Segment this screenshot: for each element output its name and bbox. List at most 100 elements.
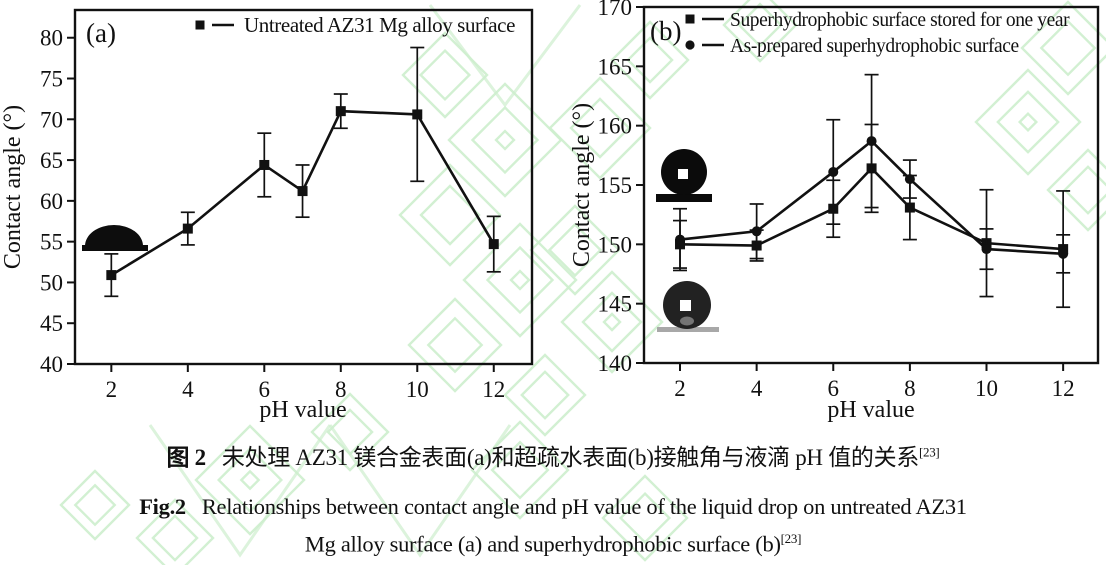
watermark-diamond: [529, 204, 621, 296]
data-point-circle: [675, 234, 686, 245]
superhydrophobic-drop-photo-as-prepared: [657, 281, 719, 332]
legend-square-marker-icon: [195, 20, 205, 30]
data-point-circle: [981, 244, 992, 255]
data-point-square: [182, 223, 193, 234]
watermark-diamond: [407, 297, 503, 393]
data-point-square: [297, 186, 308, 197]
legend-circle-marker-icon: [685, 40, 695, 50]
y-tick-label: 165: [598, 54, 633, 79]
watermark-chevron: [428, 4, 582, 108]
x-axis-label: pH value: [259, 397, 346, 423]
caption-english-text-line1: Relationships between contact angle and …: [201, 494, 967, 519]
data-point-square: [335, 106, 346, 117]
watermark-chevron: [148, 424, 332, 558]
watermark-diamond: [447, 82, 563, 198]
x-tick-label: 4: [751, 376, 763, 401]
legend: Untreated AZ31 Mg alloy surface: [195, 13, 515, 37]
caption-english-reference: [23]: [780, 531, 802, 546]
y-tick-label: 155: [598, 173, 633, 198]
x-tick-label: 4: [182, 377, 194, 402]
data-point-circle: [1058, 248, 1069, 259]
x-axis-ticks: 2 4 6 8 10 12: [674, 363, 1075, 401]
y-tick-label: 150: [598, 232, 633, 257]
y-tick-label: 80: [40, 26, 63, 51]
y-axis-ticks: 140 145 150 155 160 165 170: [598, 0, 644, 376]
caption-english-line2: Mg alloy surface (a) and superhydrophobi…: [0, 531, 1106, 558]
y-tick-label: 145: [598, 292, 633, 317]
chart-a-untreated-surface: 2 4 6 8 10 12 40 45 50 55 60 65 70 75 80 pH value Contac…: [0, 8, 534, 423]
data-point-square: [488, 239, 499, 250]
y-tick-label: 170: [598, 0, 633, 20]
y-tick-label: 50: [40, 270, 63, 295]
watermark-diamond: [601, 474, 689, 562]
watermark-diamond: [548, 76, 652, 180]
watermark-diamond: [974, 68, 1082, 176]
legend-square-marker-icon: [685, 14, 695, 24]
watermark-diamond: [194, 424, 306, 536]
data-point-square: [412, 109, 423, 120]
legend-label: Untreated AZ31 Mg alloy surface: [244, 13, 515, 37]
y-tick-label: 160: [598, 114, 633, 139]
watermark-chevron: [328, 424, 512, 558]
caption-chinese-reference: [23]: [919, 444, 940, 460]
x-tick-label: 12: [1052, 376, 1075, 401]
data-point-square: [904, 202, 915, 213]
watermark-diamond: [722, 0, 798, 63]
watermark-diamond: [610, 20, 690, 100]
caption-chinese: 图 2 未处理 AZ31 镁合金表面(a)和超疏水表面(b)接触角与液滴 pH 值…: [0, 438, 1106, 472]
data-point-circle: [828, 166, 839, 177]
y-axis-label: Contact angle (°): [569, 103, 595, 267]
watermark-diamond: [560, 270, 664, 374]
watermark-diamond: [59, 469, 131, 541]
watermark-diamond: [1046, 148, 1106, 232]
watermark-diamond: [398, 163, 502, 267]
y-tick-label: 75: [40, 67, 63, 92]
data-point-square: [106, 270, 117, 281]
caption-english-line1: Fig.2 Relationships between contact angle…: [0, 494, 1106, 520]
y-tick-label: 55: [40, 230, 63, 255]
y-tick-label: 45: [40, 311, 63, 336]
x-tick-label: 10: [975, 376, 998, 401]
x-tick-label: 2: [106, 377, 118, 402]
series-circle: [673, 73, 1071, 274]
x-tick-label: 10: [406, 377, 429, 402]
data-point-circle: [866, 136, 877, 147]
x-tick-label: 6: [259, 377, 271, 402]
caption-chinese-figure-number: 图 2: [166, 445, 207, 470]
y-tick-label: 70: [40, 107, 63, 132]
legend-label: As-prepared superhydrophobic surface: [730, 36, 1019, 57]
caption-english-text-line2: Mg alloy surface (a) and superhydrophobi…: [304, 531, 781, 557]
x-tick-label: 12: [482, 377, 505, 402]
superhydrophobic-drop-photo-stored: [656, 149, 712, 202]
data-point-square: [259, 159, 270, 170]
y-axis-ticks: 40 45 50 55 60 65 70 75 80: [40, 26, 75, 377]
plot-frame: [73, 8, 534, 366]
y-tick-label: 65: [40, 148, 63, 173]
data-point-circle: [751, 226, 762, 237]
caption-english-figure-number: Fig.2: [139, 494, 186, 519]
watermark-diamond: [503, 353, 587, 437]
legend-label: Superhydrophobic surface stored for one …: [730, 10, 1070, 31]
x-tick-label: 8: [335, 377, 347, 402]
y-tick-label: 40: [40, 352, 63, 377]
chart-b-superhydrophobic-surface: 2 4 6 8 10 12 140 145 150 155 160 165 170 pH value Con…: [569, 0, 1100, 423]
watermark-diamond: [462, 222, 578, 338]
x-axis-label: pH value: [827, 397, 914, 423]
x-axis-ticks: 2 4 6 8 10 12: [106, 364, 505, 402]
x-tick-label: 8: [904, 376, 916, 401]
sessile-drop-photo: [82, 225, 148, 251]
x-tick-label: 6: [828, 376, 840, 401]
watermark-diamond: [135, 498, 215, 565]
y-tick-label: 140: [598, 351, 633, 376]
panel-label: (a): [86, 18, 116, 48]
watermark-diamond: [470, 420, 570, 520]
data-point-circle: [904, 174, 915, 185]
x-tick-label: 2: [674, 376, 686, 401]
y-axis-label: Contact angle (°): [0, 105, 26, 269]
legend: Superhydrophobic surface stored for one …: [685, 10, 1071, 57]
panel-label: (b): [650, 16, 681, 46]
caption-chinese-text: 未处理 AZ31 镁合金表面(a)和超疏水表面(b)接触角与液滴 pH 值的关系: [221, 445, 919, 470]
series-square: [104, 46, 501, 298]
